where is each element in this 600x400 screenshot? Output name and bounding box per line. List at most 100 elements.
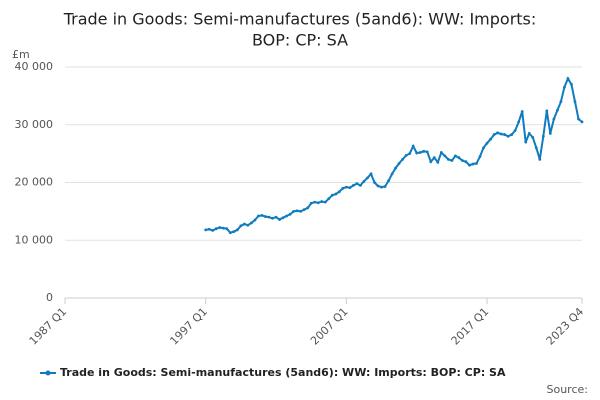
point: [548, 132, 552, 135]
point: [274, 215, 278, 219]
point: [211, 229, 215, 232]
point: [510, 133, 514, 136]
point: [313, 200, 317, 204]
point: [359, 183, 362, 187]
point: [309, 201, 313, 205]
point: [264, 215, 267, 218]
point: [267, 215, 271, 219]
point: [443, 154, 447, 158]
point: [316, 201, 320, 205]
y-tick-label: 30 000: [15, 118, 54, 131]
point: [513, 129, 517, 132]
point: [485, 141, 489, 145]
point: [461, 159, 464, 162]
point: [253, 218, 257, 222]
point: [288, 212, 292, 216]
point: [534, 146, 538, 150]
point: [573, 100, 577, 104]
point: [204, 228, 208, 232]
point: [355, 182, 359, 186]
point: [218, 226, 222, 229]
point: [563, 85, 566, 89]
point: [446, 158, 450, 161]
point: [464, 160, 468, 164]
y-tick-label: 40 000: [15, 60, 54, 73]
point: [320, 200, 324, 203]
point: [541, 134, 545, 138]
point: [260, 214, 264, 217]
point: [468, 163, 471, 167]
point: [344, 185, 348, 189]
legend-swatch: [45, 370, 51, 376]
point: [570, 82, 573, 86]
point: [422, 149, 426, 153]
point: [221, 226, 225, 230]
point: [341, 186, 345, 190]
source: Source:: [547, 383, 589, 396]
point: [334, 192, 338, 196]
point: [439, 151, 443, 154]
point: [503, 133, 507, 136]
point: [330, 193, 334, 197]
point: [362, 179, 366, 183]
point: [517, 120, 521, 124]
point: [531, 136, 535, 139]
point: [387, 179, 390, 183]
chart-title: BOP: CP: SA: [252, 31, 348, 50]
point: [538, 158, 542, 161]
y-tick-label: 20 000: [15, 176, 54, 189]
point: [520, 110, 524, 113]
point: [337, 190, 341, 194]
legend-label: Trade in Goods: Semi-manufactures (5and6…: [60, 366, 506, 379]
point: [235, 228, 239, 232]
point: [246, 223, 250, 227]
point: [482, 146, 485, 150]
y-tick-label: 10 000: [15, 233, 54, 246]
point: [292, 209, 296, 213]
point: [394, 166, 397, 170]
point: [566, 77, 570, 80]
point: [214, 227, 218, 231]
point: [457, 156, 461, 160]
point: [411, 144, 415, 148]
point: [559, 100, 563, 104]
point: [302, 208, 306, 212]
point: [496, 131, 499, 135]
point: [380, 185, 383, 189]
point: [429, 160, 433, 164]
point: [373, 181, 376, 184]
point: [207, 227, 211, 231]
point: [369, 172, 373, 176]
point: [278, 218, 281, 221]
point: [271, 216, 274, 220]
point: [527, 132, 531, 135]
point: [242, 222, 246, 226]
point: [323, 200, 327, 204]
point: [499, 132, 503, 136]
point: [478, 155, 482, 158]
point: [383, 185, 387, 188]
point: [390, 172, 394, 176]
chart-title: Trade in Goods: Semi-manufactures (5and6…: [63, 10, 537, 29]
point: [281, 216, 285, 220]
point: [580, 120, 584, 124]
point: [225, 227, 229, 231]
point: [327, 197, 331, 201]
point: [351, 183, 355, 187]
point: [489, 137, 492, 141]
point: [348, 186, 352, 190]
point: [471, 162, 475, 166]
point: [408, 152, 412, 156]
point: [306, 206, 310, 210]
point: [577, 117, 580, 121]
point: [555, 108, 559, 112]
point: [524, 140, 528, 144]
point: [415, 151, 419, 155]
point: [397, 162, 401, 165]
point: [432, 156, 436, 160]
point: [250, 221, 253, 225]
point: [545, 109, 549, 113]
point: [285, 214, 288, 218]
